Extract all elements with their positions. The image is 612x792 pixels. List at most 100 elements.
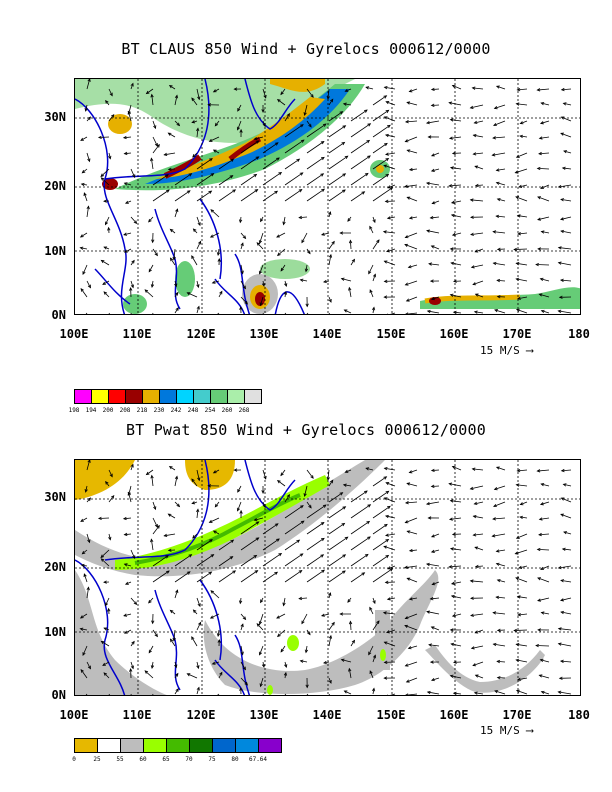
wind-arrow-head [515, 689, 520, 693]
wind-arrow-head [387, 505, 391, 510]
wind-arrow-head [430, 677, 435, 682]
colorbar-swatch [212, 738, 236, 753]
wind-arrow [101, 177, 110, 186]
colorbar-label: 268 [238, 407, 250, 414]
wind-arrow-head [154, 633, 158, 638]
wind-arrow-head [280, 472, 284, 477]
wind-arrow-head [255, 140, 260, 144]
wind-arrow [431, 469, 440, 471]
wind-arrow-head [516, 468, 521, 473]
wind-arrow [384, 260, 396, 266]
wind-arrow-head [474, 630, 479, 634]
wind-arrow-head [310, 475, 314, 479]
wind-arrow-head [404, 520, 409, 524]
wind-arrow-head [427, 135, 432, 139]
wind-arrow-head [216, 633, 221, 637]
wind-arrow-head [515, 483, 520, 487]
wind-arrow [152, 120, 156, 129]
wind-arrow-head [163, 152, 168, 157]
wind-arrow-head [389, 568, 394, 572]
wind-arrow-head [557, 261, 562, 265]
wind-arrow-head [278, 171, 283, 176]
wind-arrow [449, 184, 462, 187]
wind-arrow-head [387, 124, 391, 129]
wind-arrow [284, 539, 300, 551]
wind-arrow [196, 241, 202, 250]
wind-arrow [470, 232, 484, 235]
wind-arrow-head [262, 123, 266, 128]
wind-arrow [187, 292, 198, 298]
wind-arrow [152, 570, 170, 583]
wind-arrow-head [365, 467, 370, 471]
wind-arrow-head [103, 199, 107, 203]
wind-arrow-head [540, 309, 545, 314]
wind-arrow [497, 660, 506, 663]
wind-arrow [82, 168, 88, 174]
wind-arrow-head [560, 598, 564, 602]
wind-arrow-head [191, 478, 195, 483]
wind-arrow [170, 228, 176, 234]
wind-arrow [191, 255, 198, 266]
wind-arrow [284, 520, 305, 535]
wind-arrow-head [451, 84, 456, 88]
wind-arrow [284, 139, 305, 154]
wind-arrow-head [242, 285, 246, 290]
wind-arrow-head [300, 139, 305, 143]
wind-arrow-head [403, 184, 408, 188]
wind-arrow-head [167, 513, 172, 517]
pwat-map-svg [75, 460, 580, 695]
wind-arrow-head [286, 113, 290, 117]
wind-arrow-head [188, 173, 193, 177]
wind-arrow-head [103, 246, 108, 250]
wind-arrow-head [365, 86, 370, 90]
wind-arrow-head [383, 95, 388, 99]
wind-arrow [427, 310, 440, 314]
wind-arrow [262, 469, 267, 480]
wind-arrow [471, 645, 484, 649]
wind-arrow [196, 571, 212, 583]
wind-arrow-head [369, 606, 373, 611]
wind-arrow [539, 517, 550, 520]
wind-arrow [472, 87, 484, 90]
wind-arrow-head [425, 121, 430, 125]
wind-arrow-head [495, 85, 500, 89]
wind-arrow [174, 307, 179, 314]
wind-arrow [558, 565, 572, 569]
wind-arrow-head [196, 284, 200, 289]
wind-arrow [240, 645, 244, 655]
wind-arrow [214, 501, 220, 508]
wind-arrow [350, 490, 368, 503]
wind-arrow-head [303, 493, 307, 498]
wind-arrow [475, 629, 484, 634]
wind-arrow-head [127, 491, 131, 496]
wind-arrow-head [84, 488, 88, 493]
wind-arrow-head [283, 290, 288, 295]
wind-arrow-head [344, 469, 349, 473]
wind-arrow [516, 690, 528, 695]
wind-arrow-head [518, 184, 523, 188]
wind-arrow [372, 476, 387, 487]
wind-arrow [369, 226, 374, 234]
wind-arrow-head [127, 110, 131, 115]
wind-arrow [191, 478, 198, 487]
wind-arrow-head [328, 634, 333, 639]
wind-arrow-head [406, 577, 411, 581]
wind-arrow-head [260, 218, 264, 223]
wind-arrow-head [207, 103, 212, 107]
wind-arrow-head [494, 690, 498, 694]
wind-arrow-head [254, 189, 259, 193]
wind-arrow-head [298, 215, 303, 220]
wind-arrow [345, 469, 352, 473]
wind-arrow [372, 620, 380, 631]
wind-arrow [240, 232, 246, 239]
wind-arrow-head [87, 460, 91, 463]
wind-arrow-head [342, 102, 347, 106]
wind-arrow [196, 280, 199, 288]
wind-arrow [541, 691, 550, 695]
wind-arrow-head [172, 256, 176, 261]
wind-arrow [385, 152, 396, 155]
wind-arrow-head [209, 234, 214, 238]
wind-arrow [517, 677, 528, 681]
wind-arrow-head [150, 284, 155, 288]
wind-arrow [130, 661, 134, 669]
